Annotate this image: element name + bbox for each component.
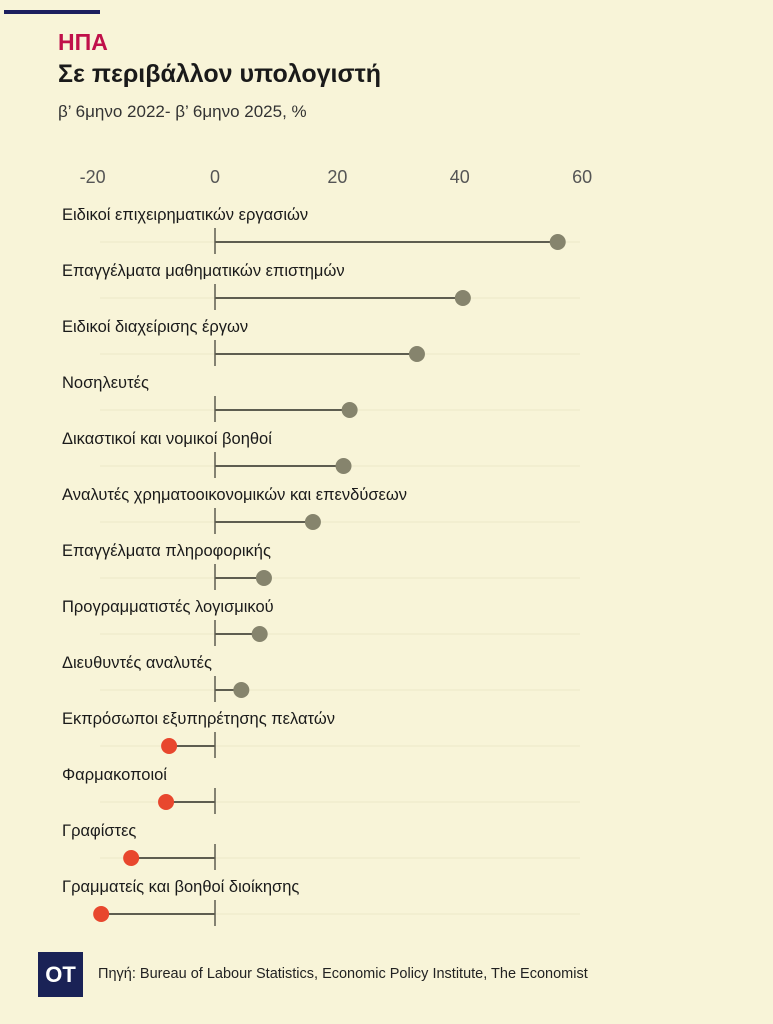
lollipop-dot [341, 402, 358, 418]
country-label: ΗΠΑ [58, 29, 108, 55]
lollipop-dot [304, 514, 321, 530]
x-tick-label: 20 [327, 167, 347, 187]
chart-subtitle: β’ 6μηνο 2022- β’ 6μηνο 2025, % [58, 102, 307, 121]
lollipop-dot [93, 906, 110, 922]
source-note: Πηγή: Bureau of Labour Statistics, Econo… [98, 966, 588, 982]
category-label: Νοσηλευτές [62, 374, 149, 392]
category-label: Προγραμματιστές λογισμικού [62, 598, 274, 616]
lollipop-dot [549, 234, 566, 250]
x-tick-label: 60 [572, 167, 592, 187]
category-label: Ειδικοί επιχειρηματικών εργασιών [62, 206, 308, 224]
category-label: Γραφίστες [62, 822, 136, 840]
category-label: Εκπρόσωποι εξυπηρέτησης πελατών [62, 710, 335, 728]
lollipop-chart: -20 0 20 40 60 Ειδικοί επιχειρηματικών εργασι… [62, 167, 592, 926]
lollipop-dot [454, 290, 471, 306]
lollipop-dot [123, 850, 140, 866]
category-label: Αναλυτές χρηματοοικονομικών και επενδύσε… [62, 486, 407, 504]
lollipop-dot [335, 458, 352, 474]
chart-title: Σε περιβάλλον υπολογιστή [58, 60, 381, 88]
lollipop-dot [233, 682, 250, 698]
lollipop-dot [161, 738, 178, 754]
lollipop-dot [255, 570, 272, 586]
category-label: Επαγγέλματα πληροφορικής [62, 542, 271, 560]
category-label: Δικαστικοί και νομικοί βοηθοί [62, 430, 272, 448]
top-accent-bar [4, 10, 100, 14]
x-tick-label: 0 [210, 167, 220, 187]
category-label: Επαγγέλματα μαθηματικών επιστημών [62, 262, 345, 280]
category-label: Γραμματείς και βοηθοί διοίκησης [62, 878, 299, 896]
ot-logo: OT [38, 952, 83, 997]
logo-text: OT [45, 961, 76, 987]
lollipop-dot [158, 794, 175, 810]
category-label: Φαρμακοποιοί [62, 766, 167, 784]
category-label: Διευθυντές αναλυτές [62, 654, 212, 672]
x-tick-label: 40 [450, 167, 470, 187]
lollipop-dot [251, 626, 268, 642]
category-label: Ειδικοί διαχείρισης έργων [62, 318, 248, 336]
lollipop-dot [408, 346, 425, 362]
x-tick-label: -20 [80, 167, 106, 187]
